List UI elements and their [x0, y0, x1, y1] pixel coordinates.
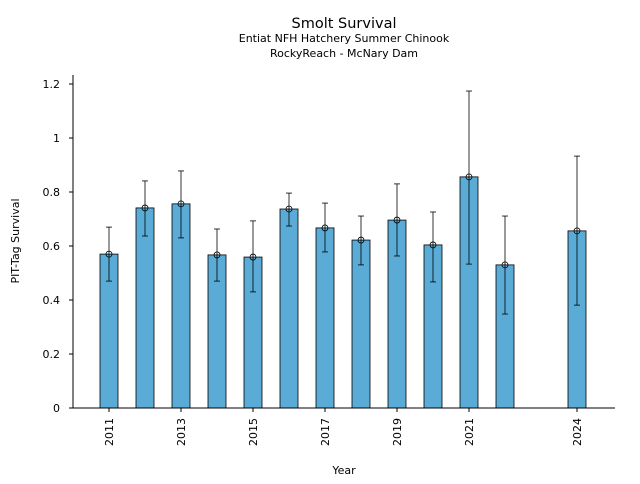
point-2014: [213, 251, 221, 259]
bar-2016: [279, 208, 299, 409]
point-2021: [465, 173, 473, 181]
y-tick-label: 0.2: [43, 348, 61, 361]
x-tick-label: 2015: [247, 418, 260, 446]
point-2019: [393, 216, 401, 224]
x-tick-label: 2019: [391, 418, 404, 446]
point-2018: [357, 236, 365, 244]
y-tick-label: 0.6: [43, 240, 61, 253]
y-tick-label: 1: [53, 132, 60, 145]
x-tick-label: 2024: [571, 418, 584, 446]
point-2017: [321, 224, 329, 232]
y-tick-label: 0.4: [43, 294, 61, 307]
point-2024: [573, 227, 581, 235]
point-2020: [429, 241, 437, 249]
y-tick-label: 1.2: [43, 78, 61, 91]
point-2013: [177, 200, 185, 208]
x-tick-label: 2017: [319, 418, 332, 446]
y-axis-label: PIT-Tag Survival: [9, 198, 22, 283]
x-axis-label: Year: [331, 464, 356, 477]
point-2015: [249, 253, 257, 261]
chart-subtitle-1: Entiat NFH Hatchery Summer Chinook: [239, 32, 450, 45]
point-2011: [105, 250, 113, 258]
chart-title: Smolt Survival: [292, 16, 397, 32]
point-2022: [501, 261, 509, 269]
y-tick-label: 0.8: [43, 186, 61, 199]
y-tick-label: 0: [53, 402, 60, 415]
point-2016: [285, 205, 293, 213]
x-tick-label: 2021: [463, 418, 476, 446]
bar-2017: [315, 227, 335, 409]
chart-subtitle-2: RockyReach - McNary Dam: [270, 47, 418, 60]
x-tick-label: 2013: [175, 418, 188, 446]
x-tick-label: 2011: [103, 418, 116, 446]
bar-2012: [135, 207, 155, 409]
point-2012: [141, 204, 149, 212]
